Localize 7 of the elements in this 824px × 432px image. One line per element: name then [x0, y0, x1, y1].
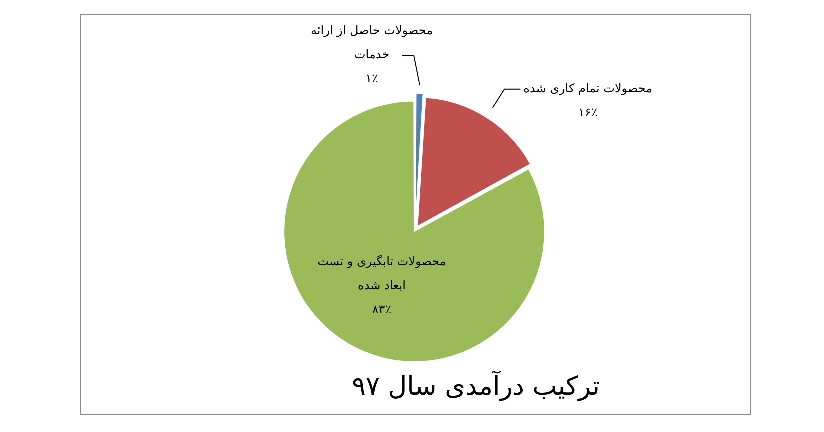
data-label: ۸۳٪	[372, 302, 392, 317]
text: ترکیب درآمدی سال ۹۷	[352, 370, 600, 402]
data-label: ۱٪	[366, 72, 378, 86]
data-label: ۱۶٪	[578, 106, 598, 120]
slice-label: محصولات تمام کاری شده	[524, 82, 653, 96]
slice-label: محصولات تابگیری و تست ابعاد شده	[318, 254, 446, 293]
slice-label: محصولات حاصل از ارائه خدمات	[310, 24, 434, 62]
